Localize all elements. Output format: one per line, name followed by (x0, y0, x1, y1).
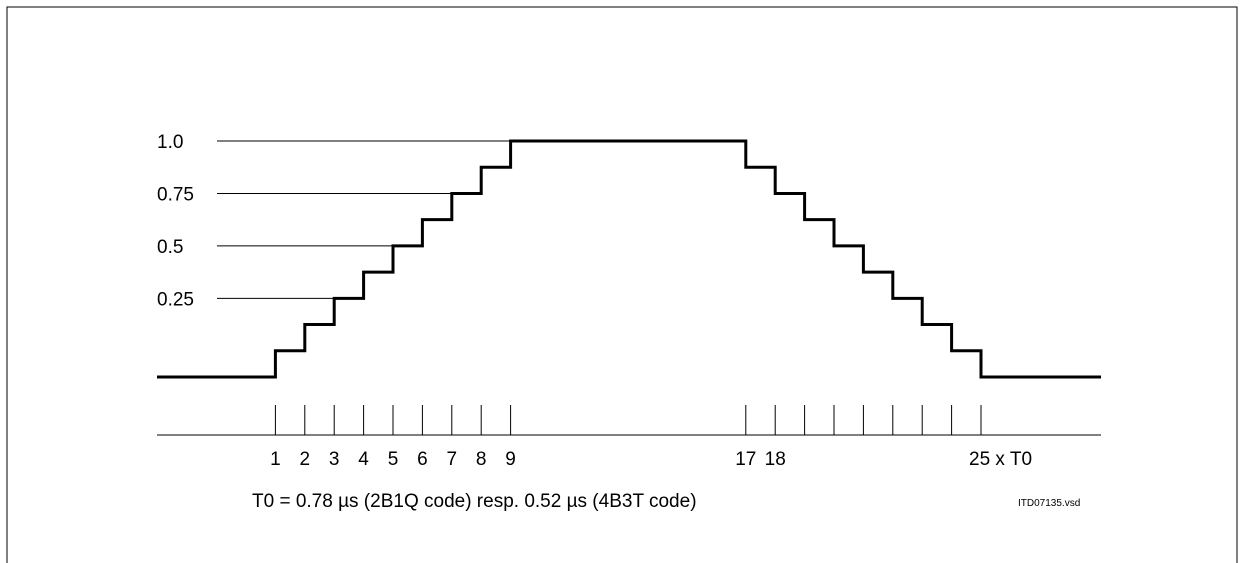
x-tick-label: 2 (300, 449, 311, 470)
y-tick-label: 0.75 (157, 184, 194, 205)
staircase-waveform (157, 139, 1101, 379)
x-tick-label: 3 (329, 449, 340, 470)
x-tick-label: 6 (417, 449, 428, 470)
x-tick-label: 8 (476, 449, 487, 470)
y-tick-label: 0.25 (157, 289, 194, 310)
y-tick-label: 1.0 (157, 132, 183, 153)
file-id: ITD07135.vsd (1018, 498, 1080, 509)
caption: T0 = 0.78 µs (2B1Q code) resp. 0.52 µs (… (252, 491, 697, 512)
x-tick-label: 7 (447, 449, 458, 470)
x-tick-label: 25 x T0 (969, 449, 1032, 470)
y-tick-label: 0.5 (157, 237, 183, 258)
time-axis-ticks: 1 2 3 4 5 6 7 8 9 17 18 25 x T0 (270, 405, 1032, 470)
x-tick-label: 9 (505, 449, 516, 470)
x-tick-label: 17 (735, 449, 756, 470)
figure-frame (6, 6, 1238, 563)
x-tick-label: 1 (270, 449, 281, 470)
y-reference-lines: 1.0 0.75 0.5 0.25 (157, 132, 511, 310)
x-tick-label: 4 (358, 449, 369, 470)
x-tick-label: 5 (388, 449, 399, 470)
x-tick-label: 18 (765, 449, 786, 470)
